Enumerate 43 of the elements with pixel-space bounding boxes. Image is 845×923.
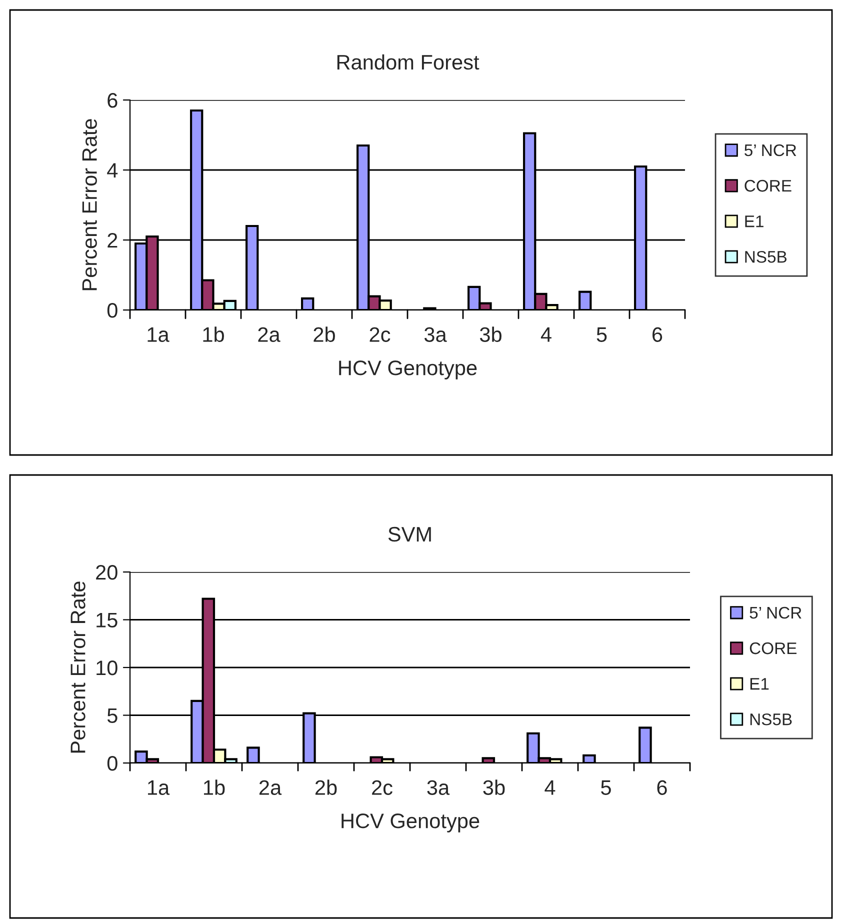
x-tick-label: 6 (652, 327, 662, 342)
x-tick-label: 3b (480, 326, 502, 342)
y-tick-label: 2 (108, 233, 118, 248)
y-axis-title: Percent Error Rate (82, 119, 97, 290)
y-tick-label: 4 (107, 163, 118, 178)
x-tick-label: 2c (372, 780, 392, 795)
x-tick-label: 1b (203, 326, 224, 342)
x-axis-title: HCV Genotype (339, 360, 477, 380)
x-tick-label: 3a (424, 327, 447, 342)
y-tick-label: 5 (107, 708, 118, 724)
legend-label: NS5B (750, 713, 792, 726)
x-tick-label: 6 (657, 780, 667, 795)
y-tick-label: 0 (107, 756, 118, 771)
y-tick-label: 10 (96, 660, 118, 676)
chart-title: SVM (388, 526, 431, 542)
x-tick-label: 4 (540, 327, 552, 342)
legend-label: CORE (750, 642, 797, 654)
y-tick-label: 15 (96, 612, 118, 628)
y-tick-label: 20 (96, 565, 118, 580)
x-tick-label: 5 (596, 327, 607, 342)
legend-label: CORE (744, 180, 792, 192)
y-tick-label: 6 (108, 93, 118, 108)
legend-label: E1 (750, 678, 769, 690)
x-tick-label: 1a (148, 327, 170, 342)
x-tick-label: 2b (315, 780, 337, 795)
x-axis-title: HCV Genotype (342, 814, 480, 832)
x-tick-label: 3b (483, 780, 505, 795)
legend-label: 5’ NCR (744, 144, 796, 156)
x-tick-label: 2a (258, 327, 280, 342)
x-tick-label: 2a (259, 780, 282, 795)
legend-label: 5’ NCR (750, 606, 802, 619)
x-tick-label: 2b (314, 326, 335, 342)
legend-label: E1 (745, 216, 764, 228)
x-tick-label: 5 (601, 780, 611, 795)
x-tick-label: 4 (544, 780, 556, 795)
x-tick-label: 1b (204, 780, 225, 795)
x-tick-label: 2c (370, 327, 390, 342)
x-tick-label: 3a (427, 780, 450, 795)
y-tick-label: 0 (107, 303, 118, 318)
chart-title: Random Forest (337, 54, 480, 70)
y-axis-title: Percent Error Rate (70, 582, 86, 753)
legend-label: NS5B (745, 250, 787, 263)
x-tick-label: 1a (148, 780, 170, 795)
